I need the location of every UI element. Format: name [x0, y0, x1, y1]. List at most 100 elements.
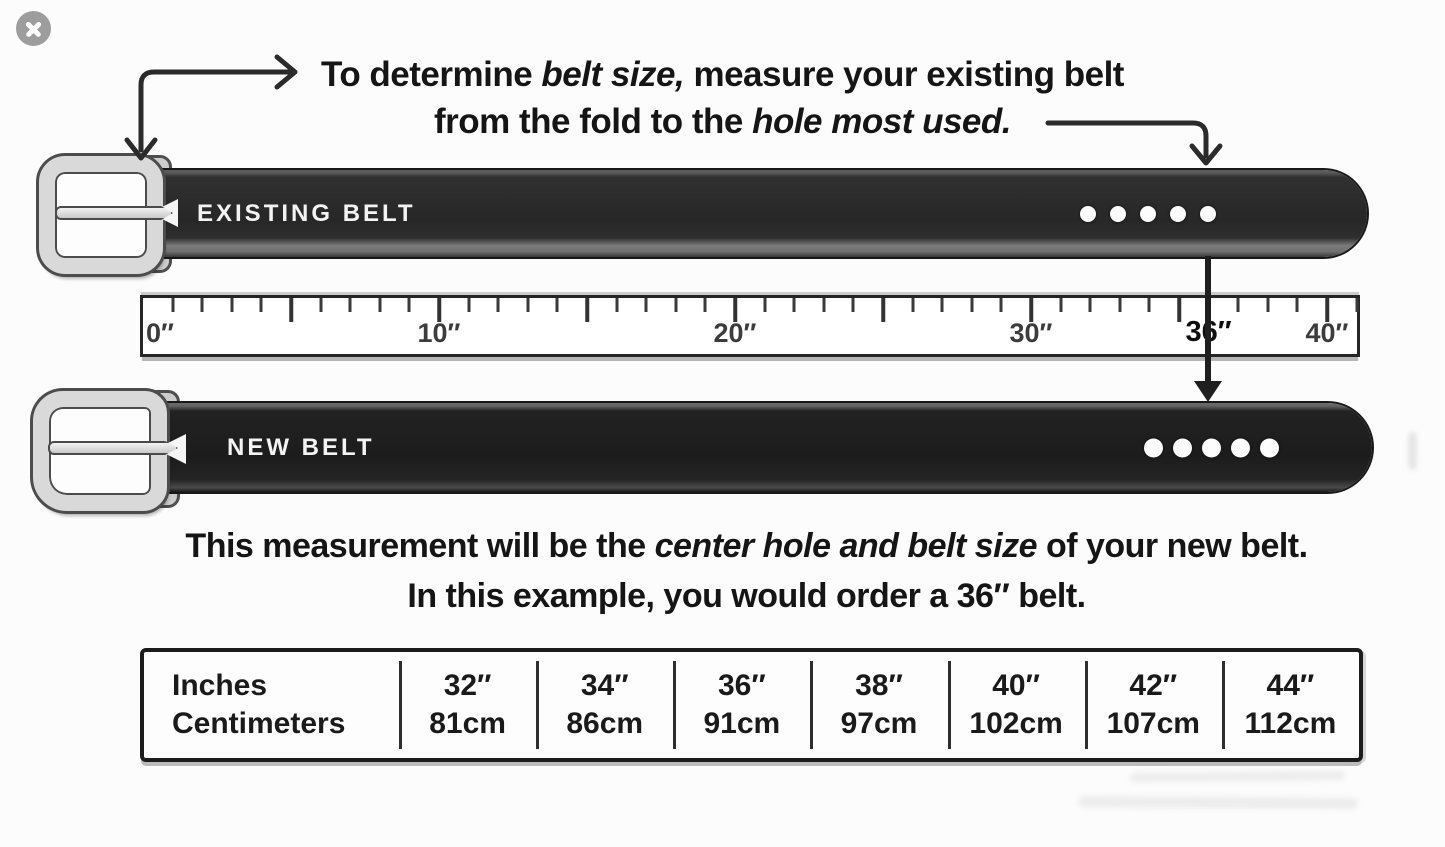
ruler-tick: [792, 298, 796, 312]
ruler-tick: [911, 298, 915, 312]
belt-hole: [1200, 205, 1216, 222]
arrowhead-down-icon: [1194, 381, 1222, 402]
ruler-tick: [940, 298, 944, 312]
inches-value: 44″: [1266, 669, 1315, 702]
ruler-tick: [1118, 298, 1122, 312]
ruler-tick: [526, 298, 530, 312]
existing-belt: EXISTING BELT: [133, 170, 1367, 257]
ruler-tick: [555, 298, 559, 312]
ruler-label-20in: 20″: [713, 318, 757, 348]
result-instruction-text: This measurement will be the center hole…: [48, 521, 1445, 621]
ruler-tick: [1295, 298, 1299, 312]
row-label-inches: Inches: [172, 669, 268, 702]
size-column: 36″ 91cm: [673, 652, 810, 758]
ruler-tick: [999, 298, 1003, 312]
result-line-1: This measurement will be the center hole…: [185, 527, 1308, 565]
size-conversion-table: Inches Centimeters 32″ 81cm 34″ 86cm 36″ 91cm…: [140, 648, 1363, 762]
ruler-tick: [1325, 298, 1329, 322]
centimeters-value: 112cm: [1244, 707, 1337, 740]
size-column: 34″ 86cm: [536, 652, 673, 758]
inches-value: 36″: [717, 669, 766, 702]
belt-hole: [1231, 438, 1250, 457]
arrowhead-down-icon: [1189, 143, 1223, 166]
scan-artifact: [1077, 796, 1359, 809]
ruler-tick: [171, 298, 175, 312]
inches-value: 32″: [443, 669, 492, 702]
ruler-tick: [1059, 298, 1063, 312]
size-column: 32″ 81cm: [399, 652, 536, 758]
belt-hole: [1202, 438, 1221, 457]
result-line-2: In this example, you would order a 36″ b…: [407, 577, 1086, 615]
ruler-tick: [585, 298, 589, 322]
buckle-pin: [55, 206, 173, 220]
belt-hole: [1080, 205, 1096, 222]
ruler-tick: [1029, 298, 1033, 322]
inches-value: 34″: [580, 669, 629, 702]
centimeters-value: 81cm: [429, 707, 506, 740]
ruler-tick: [259, 298, 263, 312]
ruler-tick: [378, 298, 382, 312]
size-column: 38″ 97cm: [810, 652, 947, 758]
size-table-row-labels: Inches Centimeters: [144, 652, 399, 758]
ruler-tick: [1266, 298, 1270, 312]
existing-belt-buckle: [39, 156, 163, 274]
belt-hole: [1144, 438, 1163, 457]
ruler-tick: [1355, 298, 1359, 312]
ruler-tick: [644, 298, 648, 312]
scan-artifact: [1129, 770, 1346, 783]
ruler-tick: [1236, 298, 1240, 312]
ruler-tick: [703, 298, 707, 312]
existing-belt-holes: [1080, 205, 1216, 222]
centimeters-value: 97cm: [840, 707, 918, 740]
buckle-pin: [48, 441, 178, 455]
ruler-tick: [319, 298, 323, 312]
ruler-tick: [348, 298, 352, 312]
ruler-tick: [407, 298, 411, 312]
ruler-tick: [733, 298, 737, 322]
ruler-tick: [970, 298, 974, 312]
ruler-tick: [1088, 298, 1092, 312]
inch-ruler: 0″ 10″ 20″ 30″ 36″ 40″: [140, 295, 1360, 357]
ruler-tick: [200, 298, 204, 312]
ruler-tick: [496, 298, 500, 312]
belt-hole: [1260, 438, 1279, 457]
existing-belt-label: EXISTING BELT: [197, 199, 416, 227]
ruler-tick: [822, 298, 826, 312]
ruler-tick: [437, 298, 441, 322]
measure-instruction-text: To determine belt size, measure your exi…: [0, 51, 1445, 145]
ruler-tick: [289, 298, 293, 322]
inches-value: 40″: [992, 669, 1040, 702]
centimeters-value: 86cm: [566, 707, 644, 740]
ruler-tick: [851, 298, 855, 312]
centimeters-value: 91cm: [703, 707, 781, 740]
new-belt-holes: [1144, 438, 1279, 457]
ruler-tick: [881, 298, 885, 322]
size-column: 40″ 102cm: [947, 652, 1085, 758]
instruction-line-2: from the fold to the hole most used.: [433, 102, 1012, 141]
ruler-tick: [230, 298, 234, 312]
belt-hole: [1140, 205, 1156, 222]
new-belt: NEW BELT: [145, 403, 1372, 492]
ruler-tick: [763, 298, 767, 312]
inches-value: 38″: [855, 669, 903, 702]
inches-value: 42″: [1129, 669, 1178, 702]
belt-hole: [1110, 205, 1126, 222]
ruler-label-30in: 30″: [1009, 318, 1053, 348]
ruler-tick: [1207, 298, 1211, 312]
row-label-centimeters: Centimeters: [172, 707, 346, 740]
ruler-label-10in: 10″: [417, 318, 461, 348]
ruler-label-36in: 36″: [1185, 316, 1232, 348]
scan-artifact: [1408, 432, 1417, 470]
ruler-tick: [615, 298, 619, 312]
ruler-tick: [467, 298, 471, 312]
ruler-tick: [1177, 298, 1181, 322]
instruction-line-1: To determine belt size, measure your exi…: [321, 55, 1124, 94]
size-column: 44″ 112cm: [1221, 652, 1359, 758]
close-button[interactable]: [16, 11, 51, 46]
ruler-label-0in: 0″: [146, 318, 174, 348]
centimeters-value: 102cm: [969, 707, 1063, 740]
ruler-tick: [1147, 298, 1151, 312]
centimeters-value: 107cm: [1106, 707, 1200, 740]
belt-hole: [1170, 205, 1186, 222]
